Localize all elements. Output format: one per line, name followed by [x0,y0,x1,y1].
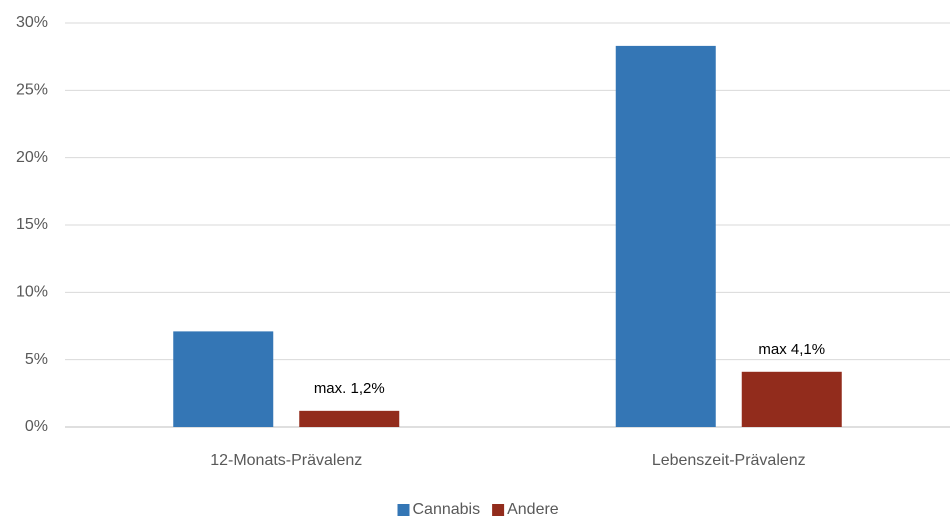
bar [741,371,842,427]
legend-swatch [397,504,410,516]
y-tick-label: 30% [16,14,48,31]
y-tick-label: 20% [16,149,48,166]
legend-label: Andere [507,501,559,518]
y-tick-label: 0% [25,418,48,435]
legend-label: Cannabis [413,501,481,518]
value-label: max 4,1% [758,341,825,358]
y-tick-label: 15% [16,216,48,233]
bar [299,410,400,427]
legend-swatch [492,504,505,516]
value-label: max. 1,2% [314,380,385,397]
y-tick-label: 10% [16,284,48,301]
bar [173,331,274,427]
x-tick-label: Lebenszeit-Prävalenz [652,452,806,469]
y-tick-label: 25% [16,82,48,99]
bar [615,45,716,427]
y-tick-label: 5% [25,351,48,368]
x-tick-label: 12-Monats-Prävalenz [210,452,362,469]
